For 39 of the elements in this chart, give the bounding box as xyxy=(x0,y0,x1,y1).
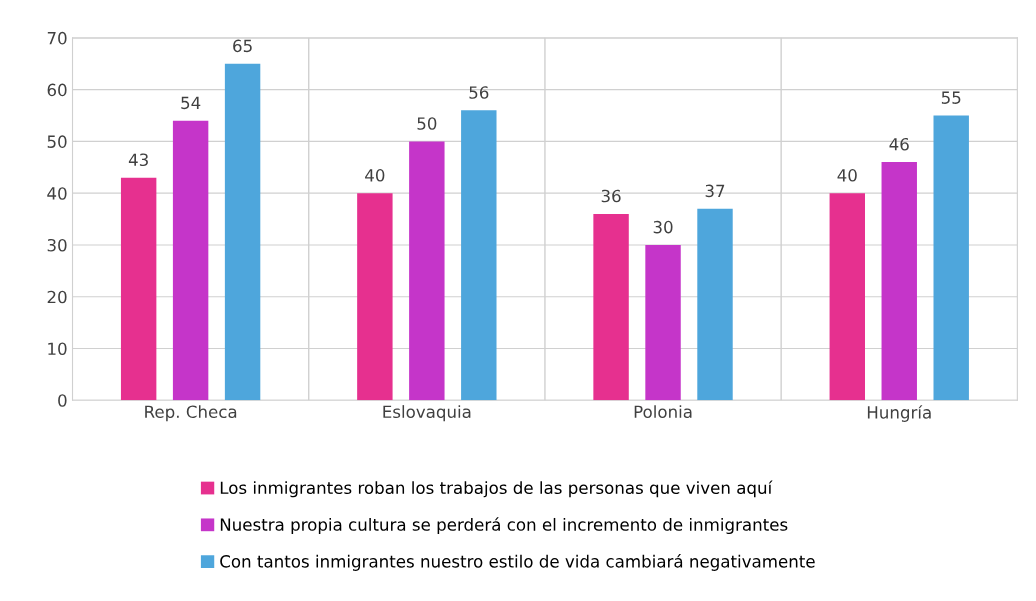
data-label: 54 xyxy=(181,96,201,110)
bar xyxy=(829,193,865,401)
bar xyxy=(697,208,733,401)
data-label: 30 xyxy=(653,220,673,234)
y-tick-label: 40 xyxy=(47,187,67,200)
data-label: 40 xyxy=(365,169,385,182)
data-label: 43 xyxy=(128,153,148,167)
x-tick-label: Eslovaquia xyxy=(383,405,471,422)
bar xyxy=(881,162,917,401)
y-tick-label: 0 xyxy=(58,394,67,407)
x-tick-label: Polonia xyxy=(634,405,692,419)
y-tick-label: 30 xyxy=(47,238,67,252)
y-tick-label: 60 xyxy=(47,83,67,97)
data-label: 55 xyxy=(941,91,961,104)
bar xyxy=(357,193,393,401)
bar xyxy=(120,177,157,401)
y-tick-label: 10 xyxy=(48,342,67,356)
bar xyxy=(409,141,445,401)
bar xyxy=(593,213,629,401)
data-label: 65 xyxy=(233,39,252,53)
data-label: 40 xyxy=(837,169,857,182)
data-label: 36 xyxy=(601,189,621,203)
bar xyxy=(172,120,209,401)
y-tick-label: 70 xyxy=(47,31,67,45)
y-tick-label: 50 xyxy=(47,135,67,148)
bar xyxy=(461,110,497,401)
data-label: 56 xyxy=(469,86,489,99)
legend-label: Nuestra propia cultura se perderá con el incremento de inmigrantes xyxy=(220,517,788,535)
y-tick-label: 20 xyxy=(47,290,67,304)
data-label: 46 xyxy=(889,137,909,151)
data-label: 50 xyxy=(417,117,437,130)
bar xyxy=(933,115,969,401)
x-tick-label: Hungría xyxy=(867,405,931,422)
data-label: 37 xyxy=(705,184,725,198)
legend-label: Los inmigrantes roban los trabajos de las personas que viven aquí xyxy=(220,480,773,498)
x-tick-label: Rep. Checa xyxy=(145,405,237,422)
legend-label: Con tantos inmigrantes nuestro estilo de vida cambiará negativamente xyxy=(220,554,815,571)
bar xyxy=(645,244,681,401)
bar xyxy=(224,63,261,401)
